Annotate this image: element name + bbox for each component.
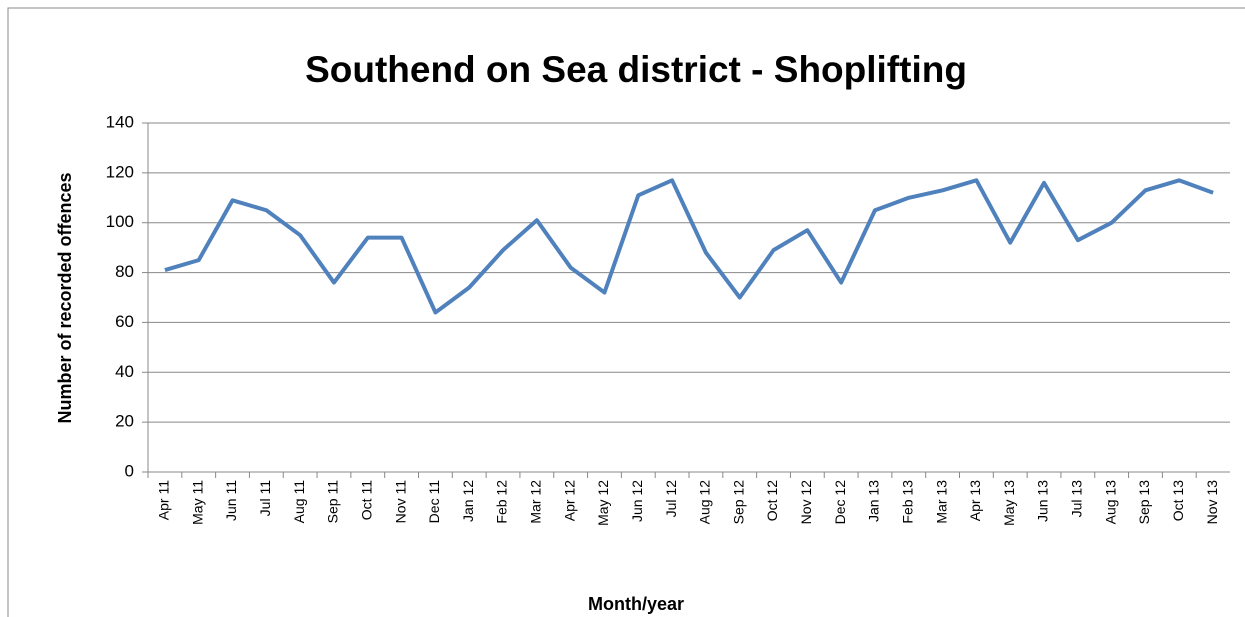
x-tick-label: Jun 11 bbox=[223, 480, 239, 521]
x-tick-label: Jul 13 bbox=[1069, 480, 1085, 518]
x-tick-label: Feb 12 bbox=[494, 480, 510, 524]
x-tick-label: Jul 11 bbox=[257, 480, 273, 517]
x-tick-label: Feb 13 bbox=[899, 480, 915, 524]
x-tick-label: Nov 11 bbox=[392, 480, 408, 524]
y-tick-label: 20 bbox=[115, 412, 134, 431]
x-tick-label: Aug 13 bbox=[1102, 480, 1118, 525]
x-tick-label: Nov 12 bbox=[798, 480, 814, 525]
x-tick-label: Aug 12 bbox=[697, 480, 713, 525]
y-axis-label: Number of recorded offences bbox=[55, 172, 75, 423]
x-tick-label: Mar 12 bbox=[528, 480, 544, 524]
y-tick-label: 60 bbox=[115, 312, 134, 331]
x-tick-label: Oct 12 bbox=[764, 480, 780, 521]
y-tick-label: 120 bbox=[106, 162, 134, 181]
x-tick-label: Sep 13 bbox=[1136, 480, 1152, 525]
x-tick-label: Mar 13 bbox=[933, 480, 949, 524]
x-tick-label: Jul 12 bbox=[663, 480, 679, 518]
x-tick-label: Nov 13 bbox=[1204, 480, 1220, 525]
x-tick-label: Apr 13 bbox=[967, 480, 983, 521]
x-tick-label: Dec 11 bbox=[426, 480, 442, 524]
x-tick-label: Apr 11 bbox=[156, 480, 172, 520]
x-axis-label: Month/year bbox=[588, 594, 684, 614]
x-tick-label: May 13 bbox=[1001, 480, 1017, 526]
x-tick-label: Jun 12 bbox=[629, 480, 645, 522]
x-tick-label: Jan 13 bbox=[866, 480, 882, 522]
x-tick-label: Jun 13 bbox=[1035, 480, 1051, 522]
chart-border bbox=[7, 7, 1245, 617]
x-tick-label: Apr 12 bbox=[561, 480, 577, 521]
x-tick-label: Sep 11 bbox=[325, 480, 341, 524]
x-tick-label: Sep 12 bbox=[730, 480, 746, 525]
y-tick-label: 0 bbox=[125, 461, 134, 480]
y-tick-label: 80 bbox=[115, 262, 134, 281]
x-tick-label: Oct 13 bbox=[1170, 480, 1186, 521]
series-line bbox=[164, 178, 1214, 315]
x-tick-label: Oct 11 bbox=[358, 480, 374, 520]
x-tick-label: Jan 12 bbox=[460, 480, 476, 522]
chart-title: Southend on Sea district - Shoplifting bbox=[305, 49, 967, 90]
x-tick-label: Dec 12 bbox=[832, 480, 848, 525]
x-tick-label: May 11 bbox=[189, 480, 205, 525]
y-tick-label: 40 bbox=[115, 362, 134, 381]
x-tick-label: Aug 11 bbox=[291, 480, 307, 524]
x-tick-label: May 12 bbox=[595, 480, 611, 526]
y-tick-label: 100 bbox=[106, 212, 134, 231]
y-tick-label: 140 bbox=[106, 112, 134, 131]
